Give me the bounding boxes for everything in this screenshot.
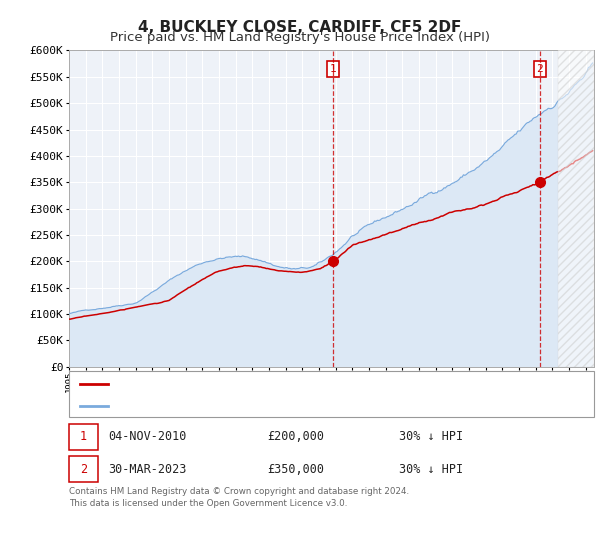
Text: 2: 2 [80, 463, 87, 476]
Text: 1: 1 [80, 430, 87, 444]
Text: £350,000: £350,000 [267, 463, 324, 476]
Text: Price paid vs. HM Land Registry's House Price Index (HPI): Price paid vs. HM Land Registry's House … [110, 31, 490, 44]
Text: 30% ↓ HPI: 30% ↓ HPI [399, 430, 463, 444]
Text: HPI: Average price, detached house, Cardiff: HPI: Average price, detached house, Card… [114, 401, 394, 410]
Text: 4, BUCKLEY CLOSE, CARDIFF, CF5 2DF: 4, BUCKLEY CLOSE, CARDIFF, CF5 2DF [139, 20, 461, 35]
Text: Contains HM Land Registry data © Crown copyright and database right 2024.
This d: Contains HM Land Registry data © Crown c… [69, 487, 409, 508]
Text: 2: 2 [536, 64, 543, 74]
Text: £200,000: £200,000 [267, 430, 324, 444]
Text: 30-MAR-2023: 30-MAR-2023 [108, 463, 187, 476]
Text: 30% ↓ HPI: 30% ↓ HPI [399, 463, 463, 476]
Text: 4, BUCKLEY CLOSE, CARDIFF, CF5 2DF (detached house): 4, BUCKLEY CLOSE, CARDIFF, CF5 2DF (deta… [114, 379, 445, 389]
Text: 04-NOV-2010: 04-NOV-2010 [108, 430, 187, 444]
Text: 1: 1 [329, 64, 337, 74]
